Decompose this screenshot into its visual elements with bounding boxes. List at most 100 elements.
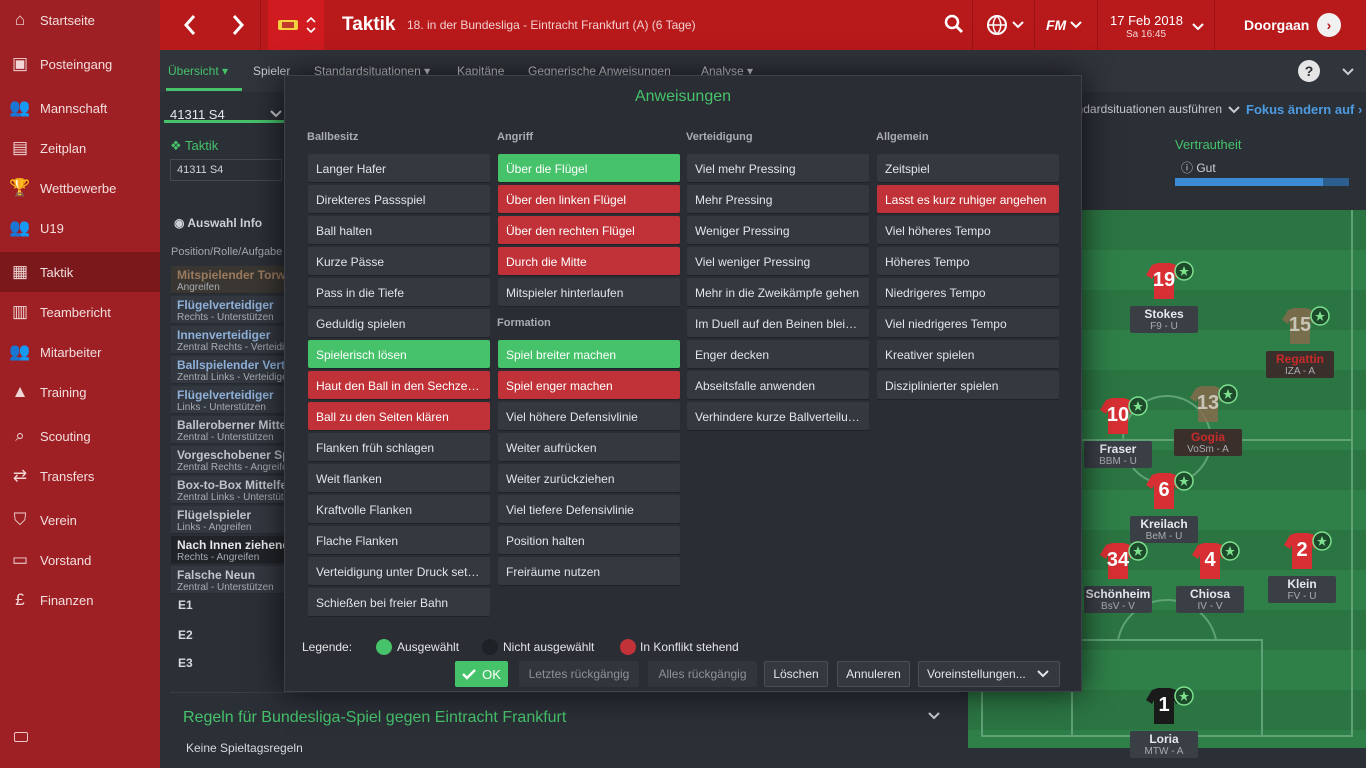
- instruction-ballbesitz-button[interactable]: Spielerisch lösen: [308, 340, 490, 368]
- instruction-angriff-button[interactable]: Über die Flügel: [498, 154, 680, 182]
- sidebar-item-startseite[interactable]: ⌂ Startseite: [0, 0, 160, 40]
- club-badge[interactable]: [268, 0, 324, 50]
- instruction-ballbesitz-button[interactable]: Ball zu den Seiten klären: [308, 402, 490, 430]
- instruction-allgemein-button[interactable]: Lasst es kurz ruhiger angehen: [877, 185, 1059, 213]
- sidebar-item-mitarbeiter[interactable]: 👥 Mitarbeiter: [0, 332, 160, 372]
- position-row[interactable]: Balleroberner MittelfeldspielerZentral -…: [171, 416, 284, 444]
- instruction-formation-button[interactable]: Weiter zurückziehen: [498, 464, 680, 492]
- sidebar-item-u19[interactable]: 👥 U19: [0, 208, 160, 248]
- instruction-ballbesitz-button[interactable]: Ball halten: [308, 216, 490, 244]
- instruction-allgemein-button[interactable]: Viel höheres Tempo: [877, 216, 1059, 244]
- sub-slot[interactable]: E1: [178, 598, 193, 612]
- instruction-angriff-button[interactable]: Über den rechten Flügel: [498, 216, 680, 244]
- sidebar-item-finanzen[interactable]: £ Finanzen: [0, 580, 160, 620]
- player-marker[interactable]: 1 Loria MTW - A: [1128, 686, 1200, 758]
- set-pieces-button[interactable]: Standardsituationen ausführen: [1082, 96, 1240, 122]
- position-row[interactable]: Vorgeschobener SpielmacherZentral Rechts…: [171, 446, 284, 474]
- instruction-verteidigung-button[interactable]: Weniger Pressing: [687, 216, 869, 244]
- instruction-allgemein-button[interactable]: Kreativer spielen: [877, 340, 1059, 368]
- instruction-allgemein-button[interactable]: Niedrigeres Tempo: [877, 278, 1059, 306]
- arrow-right-icon[interactable]: ›: [1317, 13, 1341, 37]
- back-button[interactable]: [166, 0, 214, 50]
- undo-last-button[interactable]: Letztes rückgängig: [519, 661, 639, 687]
- instruction-verteidigung-button[interactable]: Viel weniger Pressing: [687, 247, 869, 275]
- continue-button[interactable]: Doorgaan: [1244, 17, 1310, 33]
- tab-analysis[interactable]: Analyse ▾: [701, 64, 754, 78]
- position-row[interactable]: Ballspielender VerteidigerZentral Links …: [171, 356, 284, 384]
- ok-button[interactable]: OK: [455, 661, 508, 687]
- instruction-angriff-button[interactable]: Durch die Mitte: [498, 247, 680, 275]
- sidebar-item-teambericht[interactable]: ▥ Teambericht: [0, 292, 160, 332]
- formation-select[interactable]: 41311 S4: [170, 102, 282, 126]
- position-row[interactable]: Nach Innen ziehender FlügelspielerRechts…: [171, 536, 284, 564]
- instruction-angriff-button[interactable]: Über den linken Flügel: [498, 185, 680, 213]
- instruction-verteidigung-button[interactable]: Verhindere kurze Ballverteilung: [687, 402, 869, 430]
- sidebar-item-mannschaft[interactable]: 👥 Mannschaft: [0, 88, 160, 128]
- player-marker[interactable]: 4 Chiosa IV - V: [1174, 541, 1246, 613]
- sidebar-item-taktik[interactable]: ▦ Taktik: [0, 252, 160, 292]
- instruction-formation-button[interactable]: Spiel breiter machen: [498, 340, 680, 368]
- instruction-ballbesitz-button[interactable]: Geduldig spielen: [308, 309, 490, 337]
- player-marker[interactable]: 10 Fraser BBM - U: [1082, 396, 1154, 468]
- instruction-formation-button[interactable]: Position halten: [498, 526, 680, 554]
- fm-menu[interactable]: FM: [1046, 17, 1082, 33]
- instruction-ballbesitz-button[interactable]: Verteidigung unter Druck setzen: [308, 557, 490, 585]
- tab-set-pieces[interactable]: Standardsituationen ▾: [314, 64, 431, 78]
- tab-overview[interactable]: Übersicht ▾: [168, 64, 229, 78]
- instruction-verteidigung-button[interactable]: Im Duell auf den Beinen bleiben: [687, 309, 869, 337]
- search-button[interactable]: [944, 14, 964, 39]
- screen-icon[interactable]: [14, 732, 28, 742]
- cancel-button[interactable]: Annuleren: [837, 661, 910, 687]
- instruction-formation-button[interactable]: Weiter aufrücken: [498, 433, 680, 461]
- instruction-angriff-button[interactable]: Mitspieler hinterlaufen: [498, 278, 680, 306]
- sidebar-item-posteingang[interactable]: ▣ Posteingang: [0, 44, 160, 84]
- position-row[interactable]: Falsche Neun Zentral - Unterstützen: [171, 566, 284, 594]
- sidebar-item-transfers[interactable]: ⇄ Transfers: [0, 456, 160, 496]
- sidebar-item-scouting[interactable]: ⌕ Scouting: [0, 416, 160, 456]
- instruction-formation-button[interactable]: Viel höhere Defensivlinie: [498, 402, 680, 430]
- formation-field[interactable]: 41311 S4: [170, 159, 282, 181]
- tab-players[interactable]: Spieler: [253, 64, 291, 78]
- instruction-allgemein-button[interactable]: Viel niedrigeres Tempo: [877, 309, 1059, 337]
- instruction-ballbesitz-button[interactable]: Pass in die Tiefe: [308, 278, 490, 306]
- player-marker[interactable]: 15 Regattin IZA - A: [1264, 306, 1336, 378]
- instruction-ballbesitz-button[interactable]: Flache Flanken: [308, 526, 490, 554]
- player-marker[interactable]: 2 Klein FV - U: [1266, 531, 1338, 603]
- instruction-allgemein-button[interactable]: Disziplinierter spielen: [877, 371, 1059, 399]
- globe-menu[interactable]: [986, 14, 1024, 36]
- instruction-ballbesitz-button[interactable]: Kraftvolle Flanken: [308, 495, 490, 523]
- selection-info-toggle[interactable]: ◉ Auswahl Info: [174, 216, 263, 230]
- instruction-ballbesitz-button[interactable]: Flanken früh schlagen: [308, 433, 490, 461]
- instruction-allgemein-button[interactable]: Zeitspiel: [877, 154, 1059, 182]
- player-marker[interactable]: 34 Schönheim BsV - V: [1082, 541, 1154, 613]
- instruction-verteidigung-button[interactable]: Enger decken: [687, 340, 869, 368]
- undo-all-button[interactable]: Alles rückgängig: [648, 661, 757, 687]
- instruction-ballbesitz-button[interactable]: Langer Hafer: [308, 154, 490, 182]
- position-row[interactable]: Box-to-Box MittelfeldspielerZentral Link…: [171, 476, 284, 504]
- change-focus-button[interactable]: Fokus ändern auf ›: [1246, 102, 1363, 117]
- instruction-verteidigung-button[interactable]: Viel mehr Pressing: [687, 154, 869, 182]
- instruction-ballbesitz-button[interactable]: Haut den Ball in den Sechzehner: [308, 371, 490, 399]
- sidebar-item-verein[interactable]: ⛉ Verein: [0, 500, 160, 540]
- instruction-verteidigung-button[interactable]: Abseitsfalle anwenden: [687, 371, 869, 399]
- player-marker[interactable]: 6 Kreilach BeM - U: [1128, 471, 1200, 543]
- date-menu[interactable]: [1192, 19, 1204, 37]
- sidebar-item-wettbewerbe[interactable]: 🏆 Wettbewerbe: [0, 168, 160, 208]
- position-row[interactable]: Mitspielender TorwartAngreifen: [171, 266, 284, 294]
- delete-button[interactable]: Löschen: [764, 661, 828, 687]
- position-row[interactable]: Flügelverteidiger Links - Unterstützen: [171, 386, 284, 414]
- help-icon[interactable]: ?: [1298, 60, 1320, 82]
- match-rules-title[interactable]: Regeln für Bundesliga-Spiel gegen Eintra…: [183, 709, 567, 726]
- instruction-verteidigung-button[interactable]: Mehr Pressing: [687, 185, 869, 213]
- instruction-formation-button[interactable]: Freiräume nutzen: [498, 557, 680, 585]
- instruction-ballbesitz-button[interactable]: Schießen bei freier Bahn: [308, 588, 490, 616]
- position-row[interactable]: Flügelspieler Links - Angreifen: [171, 506, 284, 534]
- position-row[interactable]: Innenverteidiger Zentral Rechts - Verteid…: [171, 326, 284, 354]
- instruction-ballbesitz-button[interactable]: Kurze Pässe: [308, 247, 490, 275]
- instruction-formation-button[interactable]: Spiel enger machen: [498, 371, 680, 399]
- instruction-verteidigung-button[interactable]: Mehr in die Zweikämpfe gehen: [687, 278, 869, 306]
- player-marker[interactable]: 19 Stokes F9 - U: [1128, 261, 1200, 333]
- tab-opposition[interactable]: Gegnerische Anweisungen: [528, 64, 671, 78]
- instruction-formation-button[interactable]: Viel tiefere Defensivlinie: [498, 495, 680, 523]
- forward-button[interactable]: [214, 0, 262, 50]
